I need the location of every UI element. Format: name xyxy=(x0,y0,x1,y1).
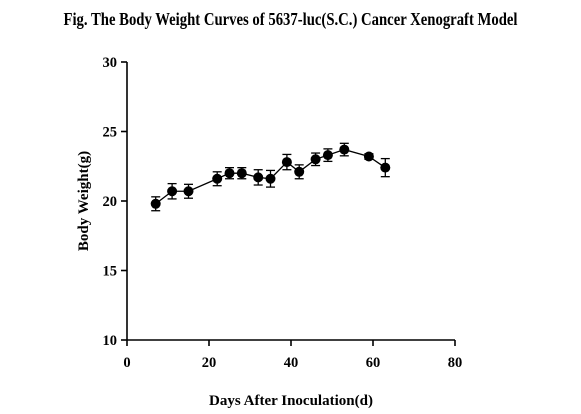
data-point xyxy=(294,166,305,177)
axes: 10 15 20 25 30 0 20 40 60 80 xyxy=(103,55,463,371)
x-tick-label: 80 xyxy=(448,355,463,371)
data-point xyxy=(212,173,223,184)
y-tick-label: 15 xyxy=(103,264,118,280)
data-point xyxy=(183,186,194,197)
y-tick-label: 30 xyxy=(103,55,118,71)
data-series xyxy=(150,142,391,212)
data-point xyxy=(167,186,178,197)
data-point xyxy=(150,198,161,209)
y-tick-label: 20 xyxy=(103,194,118,210)
data-point xyxy=(322,150,333,161)
y-tick-label: 10 xyxy=(103,333,118,349)
data-point xyxy=(224,168,235,179)
data-point xyxy=(281,157,292,168)
data-point xyxy=(265,173,276,184)
x-tick-label: 60 xyxy=(366,355,381,371)
data-point xyxy=(380,162,391,173)
data-point xyxy=(363,151,374,162)
data-point xyxy=(253,172,264,183)
chart-title: Fig. The Body Weight Curves of 5637-luc(… xyxy=(63,9,518,29)
data-point xyxy=(310,154,321,165)
data-point xyxy=(236,168,247,179)
x-tick-label: 0 xyxy=(123,355,130,371)
y-axis-label: Body Weight(g) xyxy=(76,151,92,251)
x-axis-label: Days After Inoculation(d) xyxy=(209,393,373,409)
x-tick-label: 40 xyxy=(284,355,299,371)
data-point xyxy=(339,144,350,155)
y-tick-label: 25 xyxy=(103,125,118,141)
x-tick-label: 20 xyxy=(202,355,217,371)
